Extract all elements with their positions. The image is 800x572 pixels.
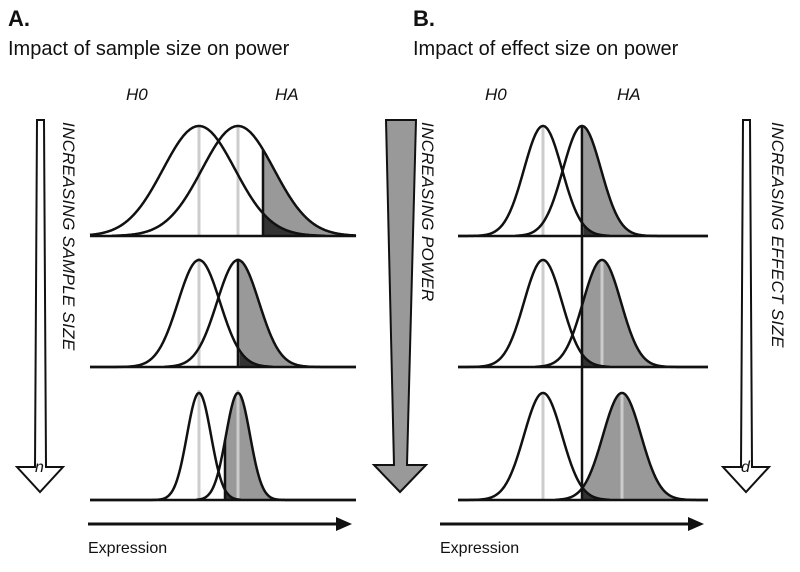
panel-b-h0-label: H0: [485, 85, 507, 104]
alpha-region: [582, 487, 606, 500]
alpha-region: [225, 489, 239, 500]
panel-b-letter: B.: [413, 6, 435, 31]
power-arrow: [371, 119, 429, 494]
panel-b-title: Impact of effect size on power: [413, 38, 679, 60]
h0-distribution-curve: [90, 391, 242, 502]
panel-b-axis-label: Expression: [440, 540, 519, 557]
alpha-region: [238, 347, 269, 367]
panel-b-curves: [458, 124, 708, 502]
panel-a-row-3: [90, 390, 356, 502]
panel-b-row-2: [458, 236, 708, 369]
sample-size-arrow: [14, 119, 66, 494]
panel-a-curves: [89, 124, 357, 502]
ha-distribution-curve: [195, 391, 356, 502]
alpha-region: [263, 213, 318, 236]
panel-b-ha-label: HA: [617, 85, 641, 104]
panel-b-row-1: [458, 124, 708, 238]
panel-a-row-1: [89, 124, 357, 238]
effect-size-arrow: [720, 119, 772, 494]
panel-a-row-2: [90, 258, 356, 369]
power-arrow-label: INCREASING POWER: [418, 122, 437, 302]
alpha-region: [582, 354, 606, 367]
sample-size-arrow-label: INCREASING SAMPLE SIZE: [59, 122, 78, 351]
alpha-region: [582, 222, 606, 236]
power-region: [263, 149, 357, 236]
panel-a-h0-label: H0: [126, 85, 148, 104]
h0-distribution-curve: [89, 124, 326, 238]
sample-size-symbol: n: [35, 459, 44, 476]
power-region: [238, 260, 308, 367]
effect-size-symbol: d: [741, 459, 751, 476]
panel-a-axis-arrowhead: [336, 517, 352, 531]
ha-distribution-curve: [111, 124, 356, 238]
panel-a-axis-label: Expression: [88, 540, 167, 557]
panel-b-row-3: [458, 367, 708, 502]
panel-a-title: Impact of sample size on power: [8, 38, 290, 60]
panel-a-ha-label: HA: [275, 85, 299, 104]
effect-size-arrow-label: INCREASING EFFECT SIZE: [768, 122, 787, 348]
panel-a-letter: A.: [8, 6, 30, 31]
panel-b-axis-arrowhead: [688, 517, 704, 531]
power-region: [582, 126, 645, 236]
